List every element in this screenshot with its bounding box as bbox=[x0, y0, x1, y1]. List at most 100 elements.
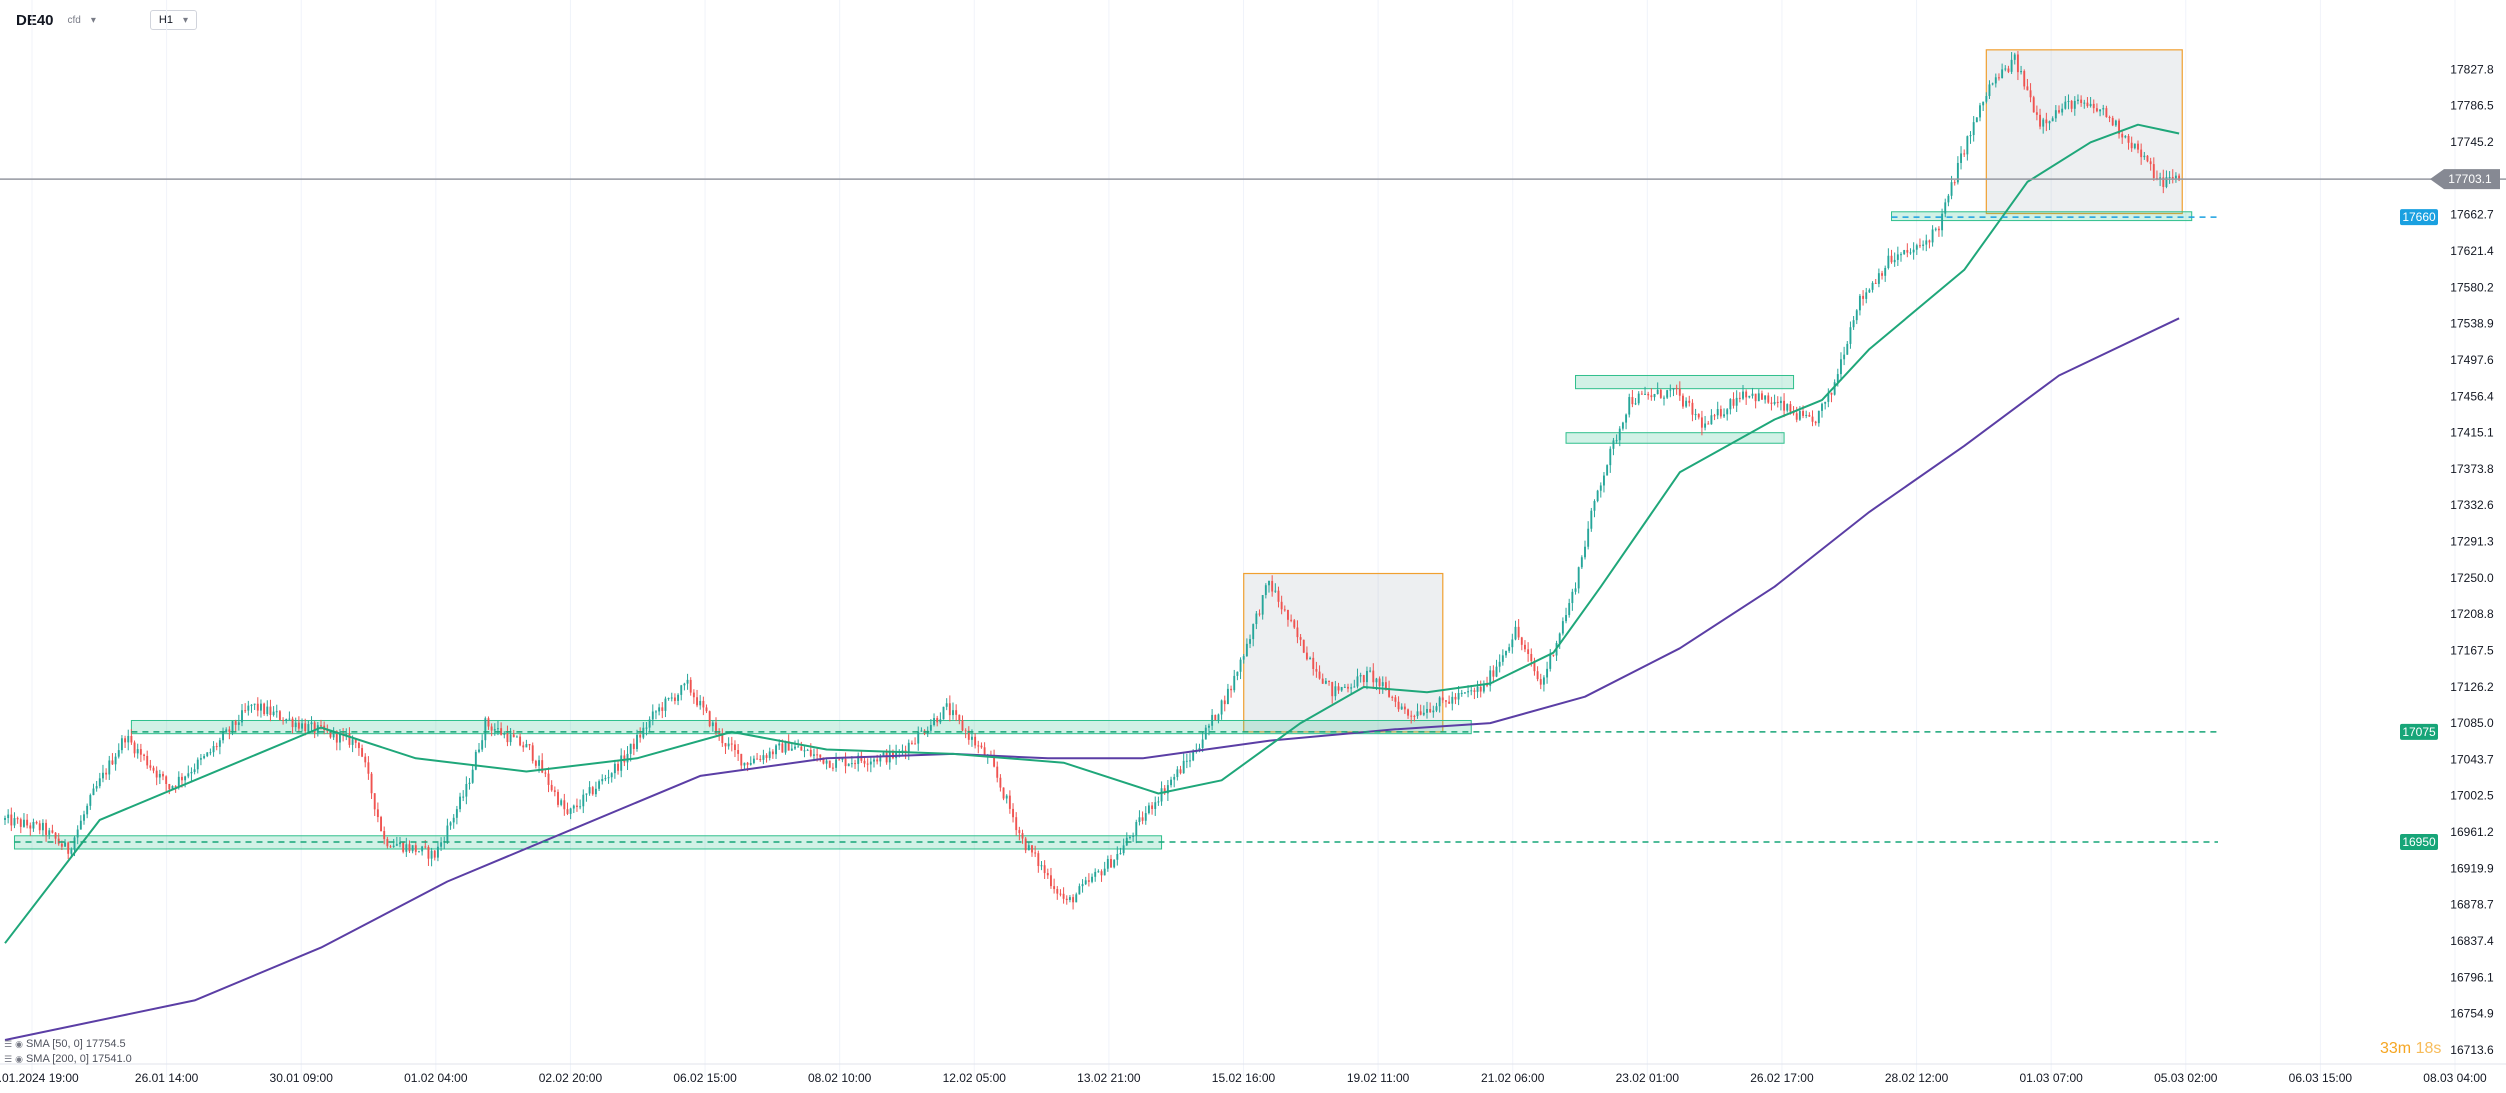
candle bbox=[594, 781, 597, 798]
candle bbox=[1928, 239, 1931, 249]
candle-body bbox=[1103, 868, 1106, 876]
candle bbox=[481, 734, 484, 752]
candle bbox=[2127, 133, 2130, 150]
candle bbox=[696, 689, 698, 708]
candle bbox=[1356, 668, 1359, 689]
candle-body bbox=[1068, 897, 1071, 901]
candle-body bbox=[203, 756, 206, 759]
candle bbox=[1305, 646, 1308, 661]
candle bbox=[1021, 829, 1024, 844]
candle bbox=[1056, 886, 1059, 900]
candle-body bbox=[1906, 250, 1909, 253]
candle bbox=[1817, 410, 1820, 427]
time-tick-label: 23.02 01:00 bbox=[1616, 1071, 1680, 1085]
candle-body bbox=[1350, 687, 1353, 689]
candle bbox=[1347, 683, 1349, 693]
candle bbox=[1533, 657, 1536, 676]
candle-body bbox=[1536, 671, 1539, 680]
candle-body bbox=[2171, 177, 2174, 179]
candle bbox=[474, 749, 477, 771]
candle bbox=[2007, 65, 2010, 74]
candle bbox=[1217, 713, 1220, 724]
eye-icon[interactable]: ◉ bbox=[15, 1039, 23, 1049]
price-tick-label: 17415.1 bbox=[2450, 426, 2494, 440]
candle bbox=[1321, 673, 1324, 684]
candle-body bbox=[1094, 871, 1097, 877]
candle-body bbox=[1129, 836, 1131, 838]
candle bbox=[304, 718, 307, 736]
candle bbox=[459, 792, 461, 813]
candlesticks bbox=[4, 50, 2181, 910]
candle bbox=[1498, 654, 1501, 673]
candle bbox=[667, 697, 670, 701]
candle bbox=[771, 749, 774, 759]
indicator-settings-icon[interactable]: ☰ bbox=[4, 1039, 13, 1049]
candle-body bbox=[10, 814, 13, 826]
candle-body bbox=[1239, 659, 1242, 672]
candle-body bbox=[759, 758, 762, 760]
candle-body bbox=[32, 821, 35, 829]
candle bbox=[215, 742, 218, 751]
candle-body bbox=[389, 846, 392, 848]
candle bbox=[1729, 398, 1732, 415]
candle bbox=[1975, 117, 1978, 123]
indicator-settings-icon[interactable]: ☰ bbox=[4, 1054, 13, 1064]
candle bbox=[1147, 802, 1150, 815]
candle-body bbox=[1432, 710, 1435, 713]
candle-body bbox=[1438, 697, 1441, 707]
candle-body bbox=[1287, 609, 1289, 620]
candle bbox=[1925, 234, 1928, 252]
candle bbox=[907, 739, 910, 761]
candle bbox=[1779, 396, 1782, 411]
candle-body bbox=[392, 845, 395, 848]
candle bbox=[89, 793, 92, 810]
candle bbox=[1501, 649, 1504, 666]
eye-icon[interactable]: ◉ bbox=[15, 1054, 23, 1064]
candle-body bbox=[734, 744, 736, 751]
sma50-legend[interactable]: ☰ ◉ SMA [50, 0] 17754.5 bbox=[4, 1037, 132, 1052]
candle-body bbox=[174, 786, 177, 788]
candle bbox=[806, 748, 809, 751]
candle-body bbox=[1372, 670, 1375, 683]
candle bbox=[2026, 78, 2029, 91]
sma200-legend[interactable]: ☰ ◉ SMA [200, 0] 17541.0 bbox=[4, 1052, 132, 1067]
candle-body bbox=[857, 755, 860, 764]
candle-body bbox=[244, 710, 247, 712]
candle bbox=[187, 765, 190, 779]
candle-body bbox=[1505, 650, 1507, 656]
candle bbox=[645, 722, 648, 736]
candle bbox=[1631, 390, 1634, 408]
candle bbox=[1214, 714, 1217, 721]
candle bbox=[1280, 595, 1283, 615]
candle bbox=[854, 759, 856, 770]
candle-body bbox=[1764, 395, 1767, 400]
candle bbox=[2039, 108, 2041, 130]
candle bbox=[866, 758, 869, 772]
candle bbox=[2001, 63, 2004, 79]
candle bbox=[1527, 642, 1530, 662]
candle bbox=[1024, 836, 1027, 854]
candle bbox=[237, 714, 240, 731]
candle-body bbox=[876, 759, 879, 762]
candle bbox=[2162, 169, 2165, 194]
candle bbox=[1678, 381, 1681, 401]
candle-body bbox=[579, 806, 582, 808]
candle-body bbox=[1846, 343, 1849, 355]
candle-body bbox=[1110, 858, 1112, 868]
candle-body bbox=[418, 851, 420, 853]
candle-body bbox=[910, 742, 913, 744]
candle-body bbox=[1561, 621, 1564, 634]
candle-body bbox=[2045, 119, 2048, 124]
candle-body bbox=[1928, 240, 1931, 243]
candle-body bbox=[1403, 706, 1406, 710]
symbol-label[interactable]: DE40 bbox=[16, 11, 54, 29]
candle bbox=[1473, 687, 1476, 700]
candle bbox=[1129, 835, 1131, 840]
candle-body bbox=[670, 697, 673, 699]
timeframe-selector[interactable]: H1 ▾ bbox=[149, 10, 197, 30]
candle-body bbox=[1419, 711, 1422, 715]
symbol-dropdown-icon[interactable]: ▾ bbox=[90, 14, 96, 26]
candle bbox=[961, 715, 964, 732]
candle bbox=[759, 755, 762, 762]
